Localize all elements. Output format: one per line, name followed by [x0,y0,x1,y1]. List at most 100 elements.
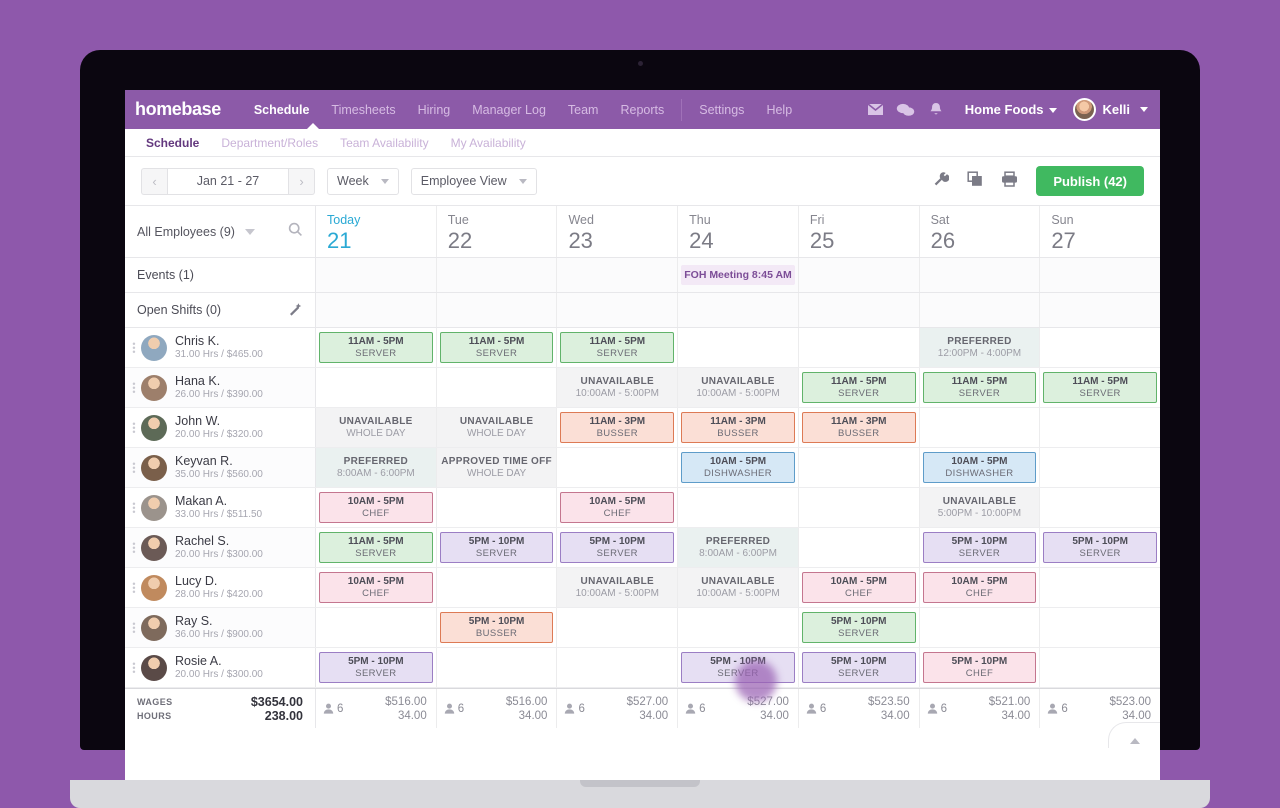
schedule-cell[interactable] [799,448,920,487]
shift-chip[interactable]: 11AM - 5PM SERVER [319,532,433,563]
schedule-cell[interactable]: 5PM - 10PM SERVER [437,528,558,567]
schedule-cell[interactable]: 5PM - 10PM CHEF [920,648,1041,687]
date-range-label[interactable]: Jan 21 - 27 [167,167,289,195]
drag-handle-icon[interactable]: • • • [132,338,136,357]
schedule-cell[interactable] [678,328,799,367]
schedule-cell[interactable] [316,608,437,647]
schedule-cell[interactable]: UNAVAILABLE 5:00PM - 10:00PM [919,488,1041,527]
chevron-down-icon[interactable] [244,228,255,235]
nav-item-manager-log[interactable]: Manager Log [472,102,546,117]
tab-department-roles[interactable]: Department/Roles [221,135,319,150]
shift-chip[interactable]: 10AM - 5PM CHEF [319,492,433,523]
shift-chip[interactable]: 11AM - 5PM SERVER [801,372,916,403]
shift-chip[interactable]: 10AM - 5PM CHEF [922,572,1037,603]
employee-info-cell[interactable]: • • • Rosie A. 20.00 Hrs / $300.00 [125,648,316,687]
employee-info-cell[interactable]: • • • Hana K. 26.00 Hrs / $390.00 [125,368,316,407]
schedule-cell[interactable] [557,608,679,647]
wrench-icon[interactable] [924,171,958,192]
schedule-cell[interactable]: 11AM - 5PM SERVER [437,328,558,367]
open-shifts-cell-5[interactable] [919,293,1041,327]
employee-info-cell[interactable]: • • • John W. 20.00 Hrs / $320.00 [125,408,316,447]
availability-note[interactable]: UNAVAILABLE WHOLE DAY [316,408,436,447]
open-shifts-cell-2[interactable] [557,293,679,327]
schedule-cell[interactable]: 10AM - 5PM DISHWASHER [678,448,799,487]
schedule-cell[interactable] [920,408,1041,447]
drag-handle-icon[interactable]: • • • [132,618,136,637]
open-shifts-cell-0[interactable] [316,293,437,327]
schedule-cell[interactable]: 5PM - 10PM SERVER [920,528,1041,567]
schedule-cell[interactable] [437,488,558,527]
drag-handle-icon[interactable]: • • • [132,538,136,557]
events-row-label[interactable]: Events (1) [125,258,316,292]
shift-chip[interactable]: 5PM - 10PM BUSSER [439,612,554,643]
drag-handle-icon[interactable]: • • • [132,578,136,597]
schedule-cell[interactable]: PREFERRED 8:00AM - 6:00PM [678,528,799,567]
schedule-cell[interactable] [316,368,437,407]
schedule-cell[interactable]: 10AM - 5PM CHEF [557,488,679,527]
shift-chip[interactable]: 11AM - 5PM SERVER [439,332,554,363]
drag-handle-icon[interactable]: • • • [132,498,136,517]
employee-info-cell[interactable]: • • • Ray S. 36.00 Hrs / $900.00 [125,608,316,647]
view-select[interactable]: Employee View [410,167,537,195]
avatar[interactable] [141,334,167,361]
open-shifts-row-label[interactable]: Open Shifts (0) [137,303,222,317]
schedule-cell[interactable] [678,608,799,647]
bell-icon[interactable] [921,102,951,117]
copy-icon[interactable] [958,170,992,192]
nav-item-settings[interactable]: Settings [699,102,745,117]
availability-note[interactable]: UNAVAILABLE 5:00PM - 10:00PM [919,488,1040,527]
business-switcher[interactable]: Home Foods [965,102,1057,117]
schedule-cell[interactable]: APPROVED TIME OFF WHOLE DAY [436,448,558,487]
schedule-cell[interactable]: 11AM - 5PM SERVER [316,328,437,367]
shift-chip[interactable]: 10AM - 5PM CHEF [801,572,916,603]
avatar[interactable] [141,534,167,561]
availability-note[interactable]: PREFERRED 8:00AM - 6:00PM [678,528,798,567]
nav-item-schedule[interactable]: Schedule [243,103,321,117]
schedule-cell[interactable]: 11AM - 5PM SERVER [799,368,920,407]
schedule-cell[interactable]: UNAVAILABLE 10:00AM - 5:00PM [557,568,679,607]
availability-note[interactable]: UNAVAILABLE 10:00AM - 5:00PM [678,568,798,607]
availability-note[interactable]: UNAVAILABLE 10:00AM - 5:00PM [678,368,798,407]
shift-chip[interactable]: 10AM - 5PM CHEF [560,492,675,523]
day-header-1[interactable]: Tue 22 [437,206,558,257]
schedule-cell[interactable] [1040,488,1160,527]
day-header-0[interactable]: Today 21 [316,206,437,257]
tab-team-availability[interactable]: Team Availability [340,135,429,150]
schedule-cell[interactable]: 5PM - 10PM SERVER [1040,528,1160,567]
schedule-cell[interactable]: UNAVAILABLE 10:00AM - 5:00PM [678,368,799,407]
print-icon[interactable] [992,170,1026,192]
schedule-cell[interactable]: 10AM - 5PM CHEF [316,568,437,607]
schedule-cell[interactable]: 11AM - 5PM SERVER [920,368,1041,407]
availability-note[interactable]: APPROVED TIME OFF WHOLE DAY [436,448,557,487]
schedule-cell[interactable] [1040,648,1160,687]
shift-chip[interactable]: 5PM - 10PM SERVER [319,652,433,683]
schedule-cell[interactable]: 11AM - 5PM SERVER [1040,368,1160,407]
schedule-cell[interactable]: UNAVAILABLE 10:00AM - 5:00PM [557,368,679,407]
shift-chip[interactable]: 11AM - 3PM BUSSER [801,412,916,443]
events-cell-0[interactable] [316,258,437,292]
schedule-cell[interactable]: 10AM - 5PM CHEF [920,568,1041,607]
collapse-panel-button[interactable] [1108,722,1160,748]
schedule-cell[interactable]: UNAVAILABLE 10:00AM - 5:00PM [678,568,799,607]
open-shifts-cell-4[interactable] [798,293,920,327]
schedule-cell[interactable] [1040,328,1160,367]
open-shifts-cell-1[interactable] [436,293,558,327]
shift-chip[interactable]: 11AM - 5PM SERVER [1043,372,1158,403]
avatar[interactable] [1072,98,1096,121]
tab-my-availability[interactable]: My Availability [450,135,526,150]
avatar[interactable] [141,614,167,641]
shift-chip[interactable]: 5PM - 10PM SERVER [1043,532,1158,563]
drag-handle-icon[interactable]: • • • [132,378,136,397]
events-cell-4[interactable] [798,258,920,292]
schedule-cell[interactable]: 10AM - 5PM CHEF [316,488,437,527]
employee-info-cell[interactable]: • • • Makan A. 33.00 Hrs / $511.50 [125,488,316,527]
prev-week-button[interactable]: ‹ [141,167,167,195]
shift-chip[interactable]: 5PM - 10PM SERVER [560,532,675,563]
schedule-cell[interactable]: 5PM - 10PM SERVER [799,648,920,687]
schedule-cell[interactable]: 5PM - 10PM BUSSER [437,608,558,647]
events-cell-3[interactable]: FOH Meeting 8:45 AM [678,258,799,292]
schedule-cell[interactable] [437,648,558,687]
schedule-cell[interactable] [557,648,679,687]
availability-note[interactable]: PREFERRED 12:00PM - 4:00PM [919,328,1040,367]
shift-chip[interactable]: 11AM - 5PM SERVER [560,332,675,363]
